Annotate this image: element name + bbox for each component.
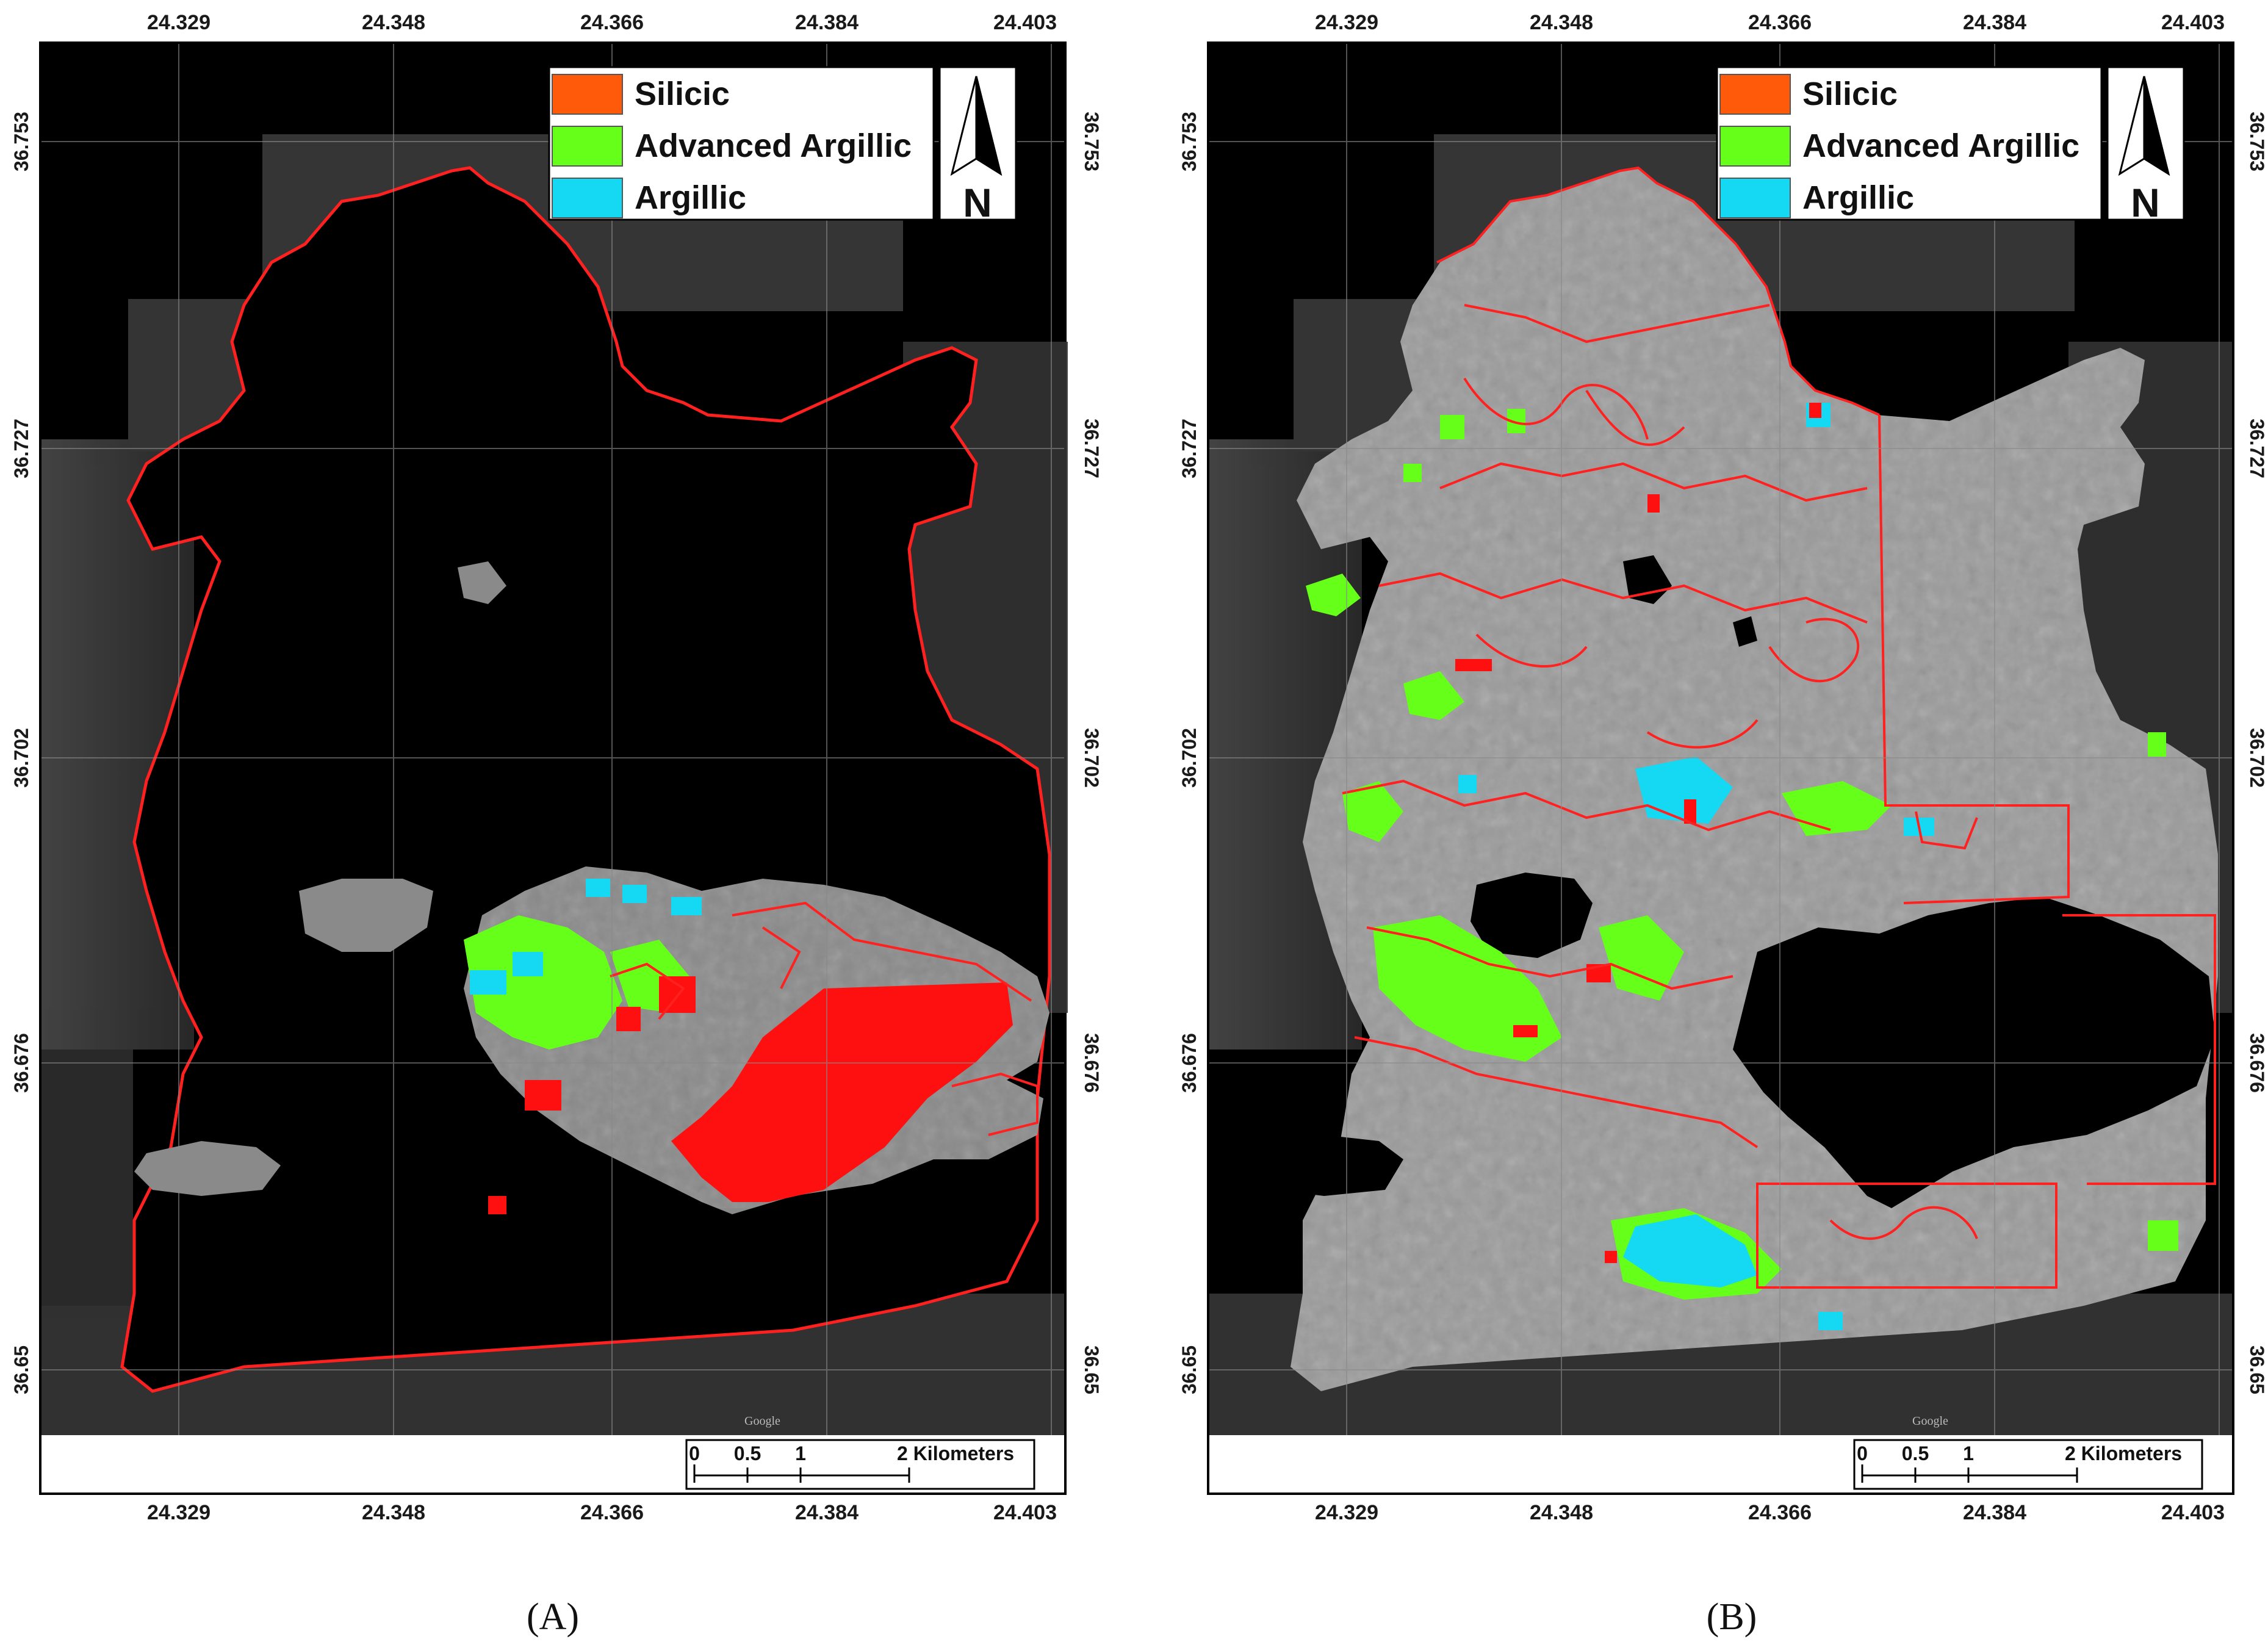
panel-b-lon-top-3: 24.366: [1748, 11, 1812, 34]
panel-a-islet-north: [458, 561, 506, 604]
panel-a-lon-bottom-3: 24.366: [580, 1501, 644, 1524]
panel-a-lon-top-1: 24.329: [147, 11, 211, 34]
legend-label-advanced-argillic: Advanced Argillic: [635, 128, 912, 164]
panel-b-lat-right-5: 36.65: [2246, 1345, 2268, 1394]
panel-b-lat-left-3: 36.702: [1178, 728, 1200, 788]
panel-b-lon-bottom-3: 24.366: [1748, 1501, 1812, 1524]
panel-b-lon-bottom-4: 24.384: [1963, 1501, 2026, 1524]
panel-a-lat-right-3: 36.702: [1081, 728, 1103, 788]
panel-a-lat-left-1: 36.753: [10, 112, 32, 171]
legend-swatch-silicic: [552, 74, 623, 115]
panel-b-lon-top-5: 24.403: [2161, 11, 2225, 34]
panel-a-watermark: Google: [744, 1414, 780, 1428]
legend-label-silicic: Silicic: [635, 76, 730, 112]
panel-b-scale-1: 1: [1963, 1442, 1974, 1464]
panel-a-lon-bottom-5: 24.403: [993, 1501, 1057, 1524]
panel-b-lon-labels: 24.329 24.348 24.366 24.384 24.403 24.32…: [1315, 11, 2225, 1524]
panel-b-lat-right-2: 36.727: [2246, 419, 2268, 478]
panel-b-watermark: Google: [1912, 1414, 1948, 1428]
panel-b-imagery-texture: [1291, 168, 2218, 1391]
panel-b-lat-left-2: 36.727: [1178, 419, 1200, 478]
panel-b-legend: Silicic Advanced Argillic Argillic: [1716, 66, 2103, 221]
panel-a-scale-bar: 0 0.5 1 2 Kilometers: [685, 1439, 1035, 1490]
panel-b-lat-labels: 36.753 36.727 36.702 36.676 36.65 36.753…: [1178, 112, 2268, 1394]
legend-label-advanced-argillic: Advanced Argillic: [1802, 128, 2079, 164]
panel-a-lat-left-2: 36.727: [10, 419, 32, 478]
panel-a-outlines: [610, 901, 1039, 1136]
panel-a-lat-right-4: 36.676: [1081, 1033, 1103, 1093]
legend-label-silicic: Silicic: [1802, 76, 1898, 112]
panel-a-lat-right-1: 36.753: [1081, 112, 1103, 171]
legend-label-argillic: Argillic: [635, 179, 746, 216]
panel-a-lat-left-4: 36.676: [10, 1033, 32, 1093]
panel-a-silicic-blocks: [488, 976, 1013, 1214]
panel-a-lon-bottom-4: 24.384: [795, 1501, 859, 1524]
panel-a-lon-bottom-2: 24.348: [362, 1501, 425, 1524]
panel-a-grid: [41, 44, 1064, 1435]
panel-b: 24.329 24.348 24.366 24.384 24.403 24.32…: [1178, 11, 2268, 1638]
panel-b-lon-top-2: 24.348: [1530, 11, 1593, 34]
panel-a-scale-0: 0: [689, 1442, 700, 1464]
panel-a-lat-left-5: 36.65: [10, 1345, 32, 1394]
panel-b-outlines: [1342, 166, 2216, 1289]
panel-a-lon-bottom-1: 24.329: [147, 1501, 211, 1524]
panel-a-caption: (A): [527, 1596, 579, 1638]
panel-b-lat-left-5: 36.65: [1178, 1345, 1200, 1394]
panel-b-north-arrow: N: [2106, 66, 2185, 225]
legend-swatch-advanced-argillic: [1719, 126, 1791, 167]
panel-b-lat-right-4: 36.676: [2246, 1033, 2268, 1093]
panel-b-scale-2km: 2 Kilometers: [2065, 1442, 2182, 1464]
panel-a-scale-05: 0.5: [734, 1442, 761, 1464]
panel-b-lon-bottom-2: 24.348: [1530, 1501, 1593, 1524]
legend-label-argillic: Argillic: [1802, 179, 1914, 216]
panel-a-scale-1: 1: [795, 1442, 806, 1464]
panel-b-lat-left-1: 36.753: [1178, 112, 1200, 171]
panel-a-cyan-zones: [470, 879, 702, 995]
panel-b-scale-bar: 0 0.5 1 2 Kilometers: [1853, 1439, 2203, 1490]
legend-swatch-argillic: [552, 178, 623, 218]
panel-a-lon-top-3: 24.366: [580, 11, 644, 34]
panel-a-lon-top-5: 24.403: [993, 11, 1057, 34]
panel-a-islet-west: [299, 879, 433, 952]
panel-b-scale-05: 0.5: [1902, 1442, 1929, 1464]
panel-a-islet-southwest: [134, 1141, 281, 1196]
panel-b-lat-right-3: 36.702: [2246, 728, 2268, 788]
panel-a-lat-right-2: 36.727: [1081, 419, 1103, 478]
panel-b-lat-left-4: 36.676: [1178, 1033, 1200, 1093]
panel-b-lon-bottom-1: 24.329: [1315, 1501, 1378, 1524]
panel-a-lon-top-4: 24.384: [795, 11, 859, 34]
panel-b-scale-0: 0: [1857, 1442, 1868, 1464]
panel-b-argillic-zones: [1458, 403, 1934, 1330]
legend-swatch-silicic: [1719, 74, 1791, 115]
panel-a-legend: Silicic Advanced Argillic Argillic: [548, 66, 935, 221]
panel-b-lat-right-1: 36.753: [2246, 112, 2268, 171]
panel-a-north-label: N: [963, 180, 992, 225]
legend-swatch-argillic: [1719, 178, 1791, 218]
panel-a-north-arrow: N: [938, 66, 1017, 225]
panel-b-north-label: N: [2131, 180, 2160, 225]
panel-a-lon-top-2: 24.348: [362, 11, 425, 34]
panel-a-lat-labels: 36.753 36.727 36.702 36.676 36.65 36.753…: [10, 112, 1103, 1394]
panel-a-lon-labels: 24.329 24.348 24.366 24.384 24.403 24.32…: [147, 11, 1057, 1524]
panel-b-caption: (B): [1707, 1596, 1757, 1638]
panel-b-lon-top-1: 24.329: [1315, 11, 1378, 34]
panel-a: 24.329 24.348 24.366 24.384 24.403 24.32…: [10, 11, 1103, 1638]
panel-b-lon-bottom-5: 24.403: [2161, 1501, 2225, 1524]
legend-swatch-advanced-argillic: [552, 126, 623, 167]
panel-a-lat-left-3: 36.702: [10, 728, 32, 788]
panel-a-scale-2km: 2 Kilometers: [897, 1442, 1014, 1464]
panel-a-lat-right-5: 36.65: [1081, 1345, 1103, 1394]
panel-b-lon-top-4: 24.384: [1963, 11, 2026, 34]
